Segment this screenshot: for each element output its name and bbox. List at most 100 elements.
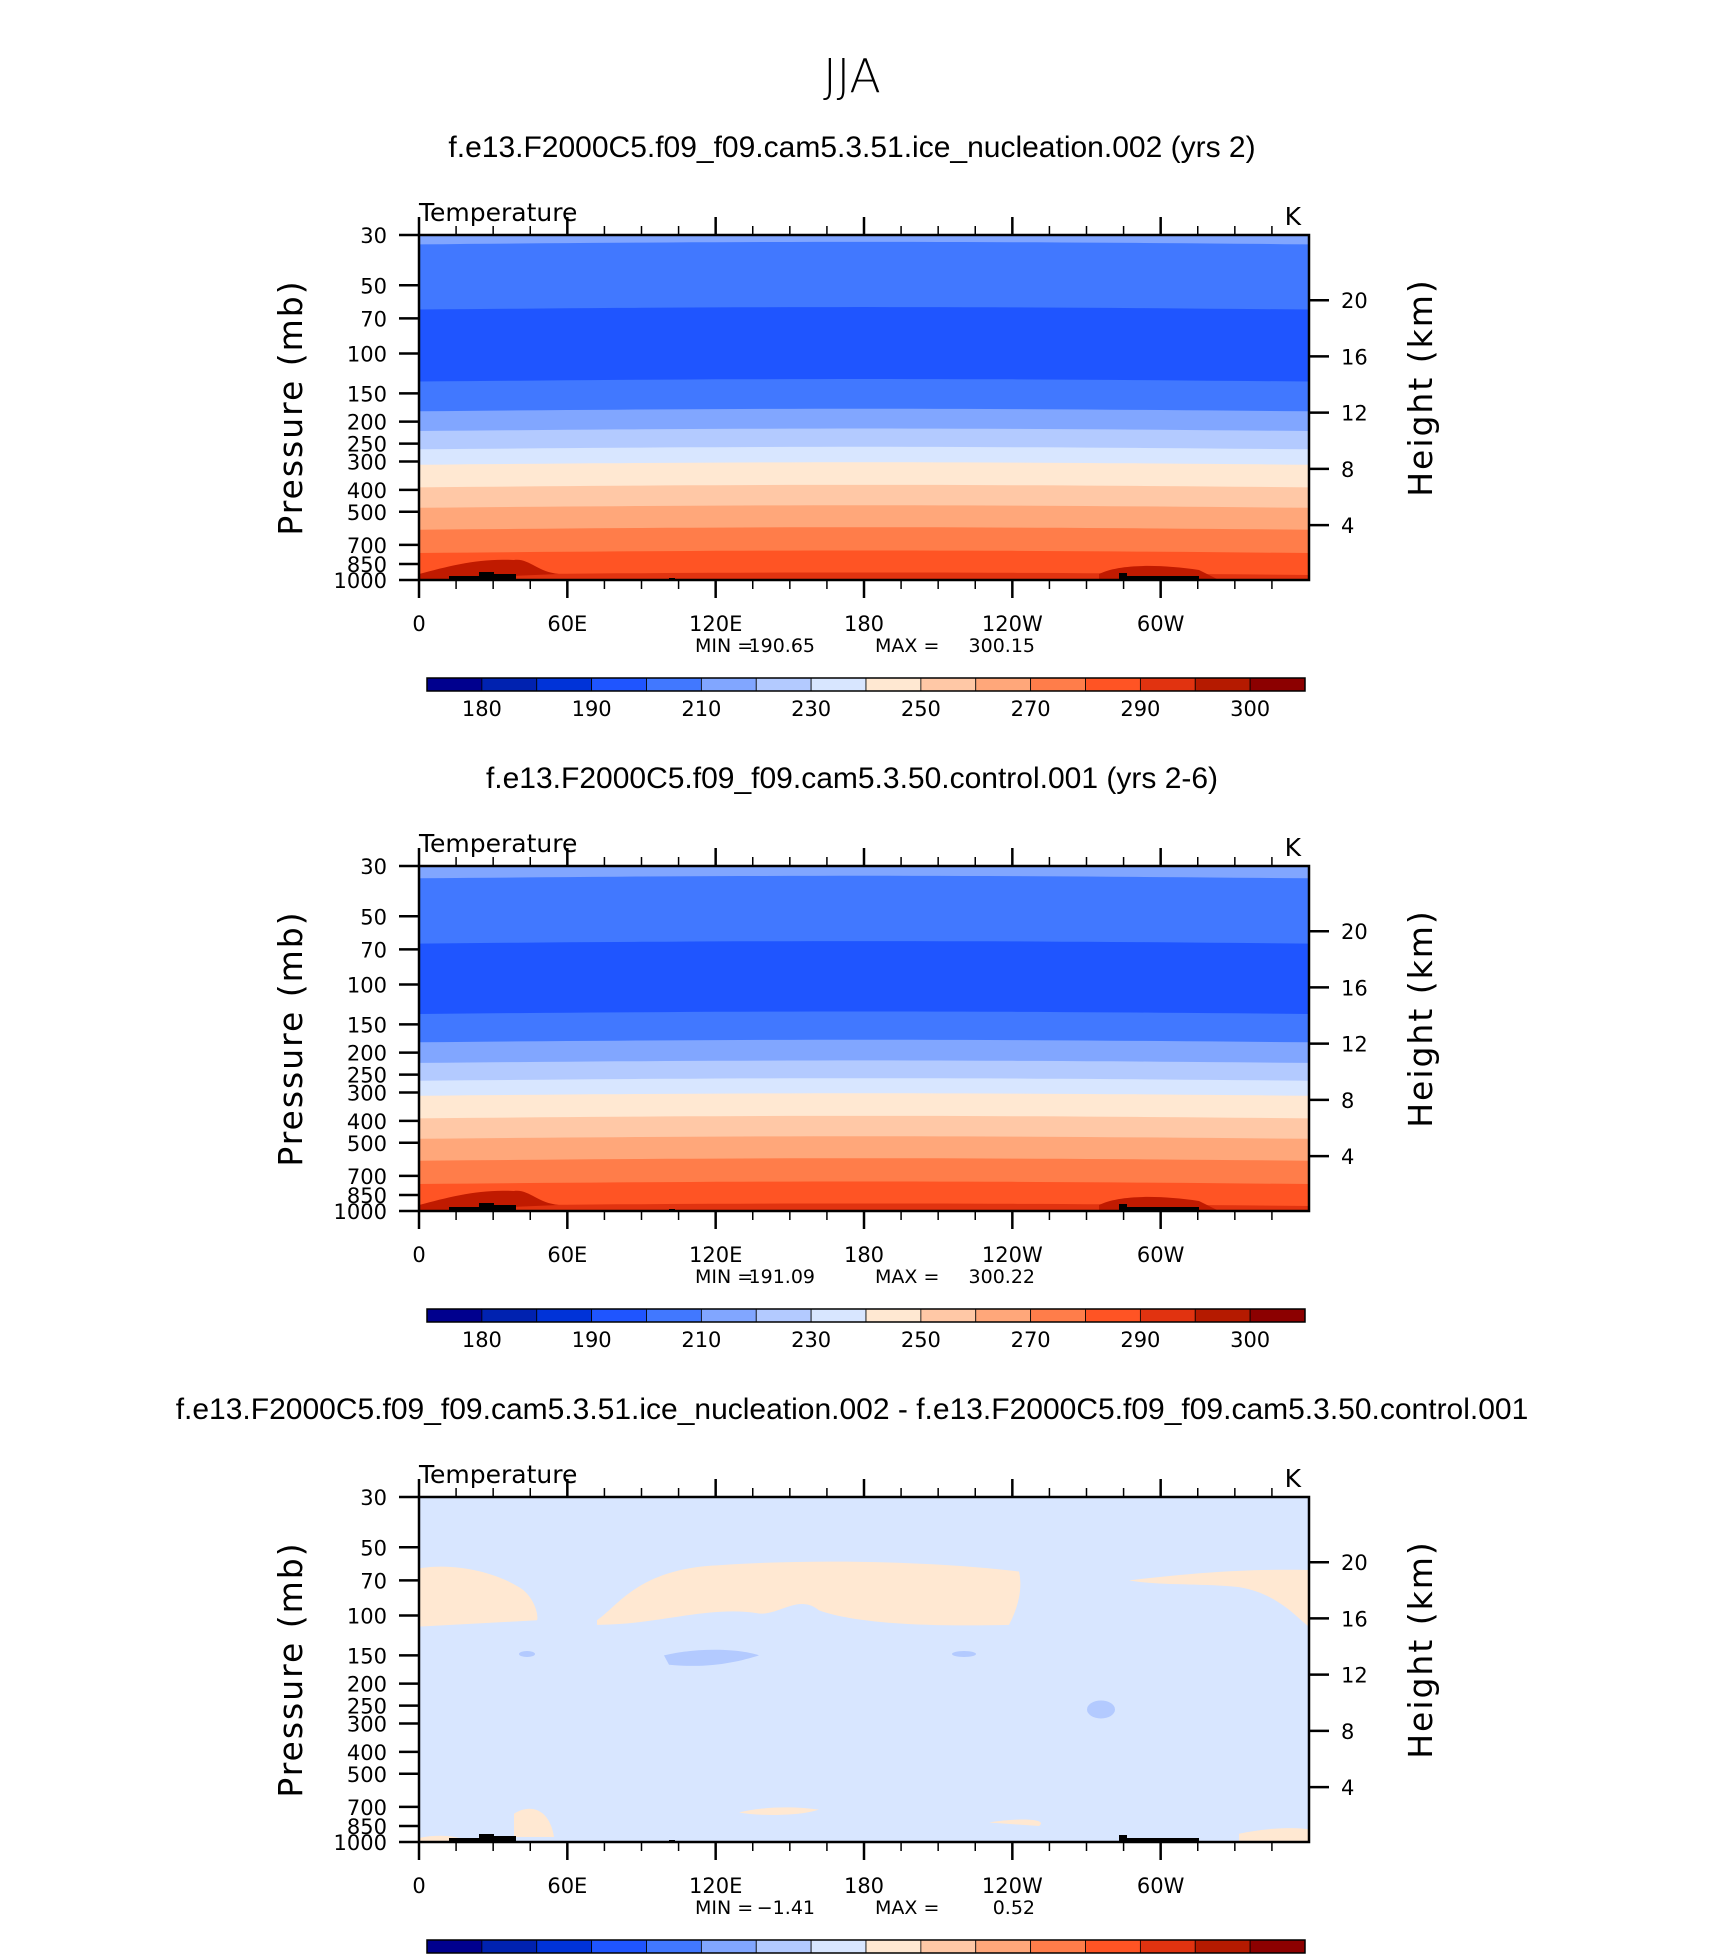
y-tick-label: 100 bbox=[347, 1604, 387, 1628]
terrain-mask bbox=[449, 572, 516, 580]
contour-band bbox=[419, 875, 1309, 948]
y-tick-label: 850 bbox=[347, 1184, 387, 1208]
y-tick-label: 150 bbox=[347, 382, 387, 406]
contour-band bbox=[419, 1158, 1309, 1188]
y-tick-label: 700 bbox=[347, 1796, 387, 1820]
contour-band bbox=[419, 1136, 1309, 1165]
figure-title: JJA bbox=[823, 49, 881, 103]
colorbar-box bbox=[1139, 1939, 1196, 1954]
colorbar-box bbox=[1249, 1308, 1306, 1323]
contour-band bbox=[419, 1060, 1309, 1085]
height-tick-label: 20 bbox=[1341, 289, 1368, 313]
min-value: 190.65 bbox=[749, 635, 815, 657]
colorbar-label: 290 bbox=[1120, 1328, 1160, 1352]
y-axis-title: Pressure (mb) bbox=[271, 279, 310, 535]
diff-positive-region bbox=[597, 1561, 1021, 1626]
colorbar-label: 180 bbox=[462, 1328, 502, 1352]
colorbar-box bbox=[1194, 1308, 1251, 1323]
y-axis-right-title: Height (km) bbox=[1401, 278, 1440, 497]
height-tick-label: 16 bbox=[1341, 976, 1368, 1000]
contour-band bbox=[419, 572, 1309, 580]
colorbar-box bbox=[975, 677, 1032, 692]
colorbar-box bbox=[591, 1308, 647, 1323]
colorbar-box bbox=[975, 1939, 1032, 1954]
height-tick-label: 12 bbox=[1341, 1033, 1368, 1057]
colorbar-box bbox=[865, 1939, 922, 1954]
colorbar-box bbox=[481, 677, 538, 692]
contour-band bbox=[419, 241, 1309, 314]
colorbar-label: 210 bbox=[681, 697, 721, 721]
height-tick-label: 20 bbox=[1341, 920, 1368, 944]
contour-band bbox=[419, 379, 1309, 416]
min-value: −1.41 bbox=[757, 1897, 815, 1919]
min-value: 191.09 bbox=[749, 1266, 815, 1288]
y-tick-label: 500 bbox=[347, 501, 387, 525]
panel-3: f.e13.F2000C5.f09_f09.cam5.3.51.ice_nucl… bbox=[176, 1393, 1528, 1954]
x-tick-label: 0 bbox=[412, 612, 425, 636]
surface-warm-feature bbox=[419, 1190, 559, 1211]
colorbar-box bbox=[755, 1939, 812, 1954]
x-tick-label: 180 bbox=[844, 1874, 884, 1898]
colorbar-box bbox=[646, 677, 702, 692]
colorbar-label: 290 bbox=[1120, 697, 1160, 721]
height-tick-label: 8 bbox=[1341, 1720, 1354, 1744]
x-tick-label: 180 bbox=[844, 1243, 884, 1267]
y-tick-label: 500 bbox=[347, 1763, 387, 1787]
y-tick-label: 70 bbox=[360, 938, 387, 962]
terrain-mask bbox=[1119, 1204, 1127, 1207]
x-tick-label: 120E bbox=[689, 1874, 742, 1898]
min-label: MIN = bbox=[695, 1266, 753, 1288]
colorbar-label: 180 bbox=[462, 697, 502, 721]
colorbar-box bbox=[810, 677, 867, 692]
y-tick-label: 200 bbox=[347, 1042, 387, 1066]
units-label: K bbox=[1285, 833, 1302, 862]
colorbar-box bbox=[1030, 1939, 1086, 1954]
y-tick-label: 50 bbox=[360, 905, 387, 929]
contour-band bbox=[419, 527, 1309, 557]
contour-band bbox=[419, 484, 1309, 512]
contour-field bbox=[419, 235, 1309, 580]
contour-band bbox=[419, 408, 1309, 436]
colorbar-box bbox=[481, 1308, 538, 1323]
colorbar-box bbox=[755, 677, 812, 692]
x-tick-label: 120W bbox=[982, 612, 1043, 636]
colorbar-box bbox=[1085, 1308, 1141, 1323]
x-tick-label: 60W bbox=[1137, 612, 1185, 636]
colorbar-box bbox=[426, 1939, 483, 1954]
diff-positive-region bbox=[1239, 1828, 1309, 1842]
colorbar-box bbox=[810, 1939, 867, 1954]
x-tick-label: 120W bbox=[982, 1243, 1043, 1267]
y-tick-label: 50 bbox=[360, 274, 387, 298]
diff-positive-region bbox=[514, 1808, 554, 1837]
colorbar-box bbox=[700, 1308, 757, 1323]
panel-title: f.e13.F2000C5.f09_f09.cam5.3.50.control.… bbox=[486, 762, 1218, 795]
surface-warm-feature bbox=[419, 559, 559, 580]
y-tick-label: 100 bbox=[347, 973, 387, 997]
colorbar-box bbox=[1030, 677, 1086, 692]
contour-field bbox=[419, 1497, 1309, 1842]
colorbar-box bbox=[481, 1939, 538, 1954]
colorbar-label: 210 bbox=[681, 1328, 721, 1352]
y-tick-label: 250 bbox=[347, 1064, 387, 1088]
colorbar-box bbox=[1085, 677, 1141, 692]
contour-band bbox=[419, 307, 1309, 386]
colorbar-label: 270 bbox=[1011, 697, 1051, 721]
y-tick-label: 300 bbox=[347, 1713, 387, 1737]
min-label: MIN = bbox=[695, 1897, 753, 1919]
terrain-mask bbox=[1119, 1838, 1199, 1842]
colorbar-box bbox=[426, 677, 483, 692]
x-tick-label: 60E bbox=[547, 612, 587, 636]
units-label: K bbox=[1285, 1464, 1302, 1493]
colorbar-label: 250 bbox=[901, 697, 941, 721]
y-axis-title: Pressure (mb) bbox=[271, 1541, 310, 1797]
height-tick-label: 12 bbox=[1341, 402, 1368, 426]
panel-title: f.e13.F2000C5.f09_f09.cam5.3.51.ice_nucl… bbox=[448, 131, 1255, 164]
height-tick-label: 4 bbox=[1341, 1776, 1354, 1800]
max-value: 300.22 bbox=[969, 1266, 1035, 1288]
diff-positive-region bbox=[1129, 1569, 1309, 1627]
panel-1: f.e13.F2000C5.f09_f09.cam5.3.51.ice_nucl… bbox=[271, 131, 1440, 721]
y-tick-label: 300 bbox=[347, 451, 387, 475]
diff-negative-region bbox=[664, 1649, 759, 1666]
colorbar-box bbox=[1085, 1939, 1141, 1954]
